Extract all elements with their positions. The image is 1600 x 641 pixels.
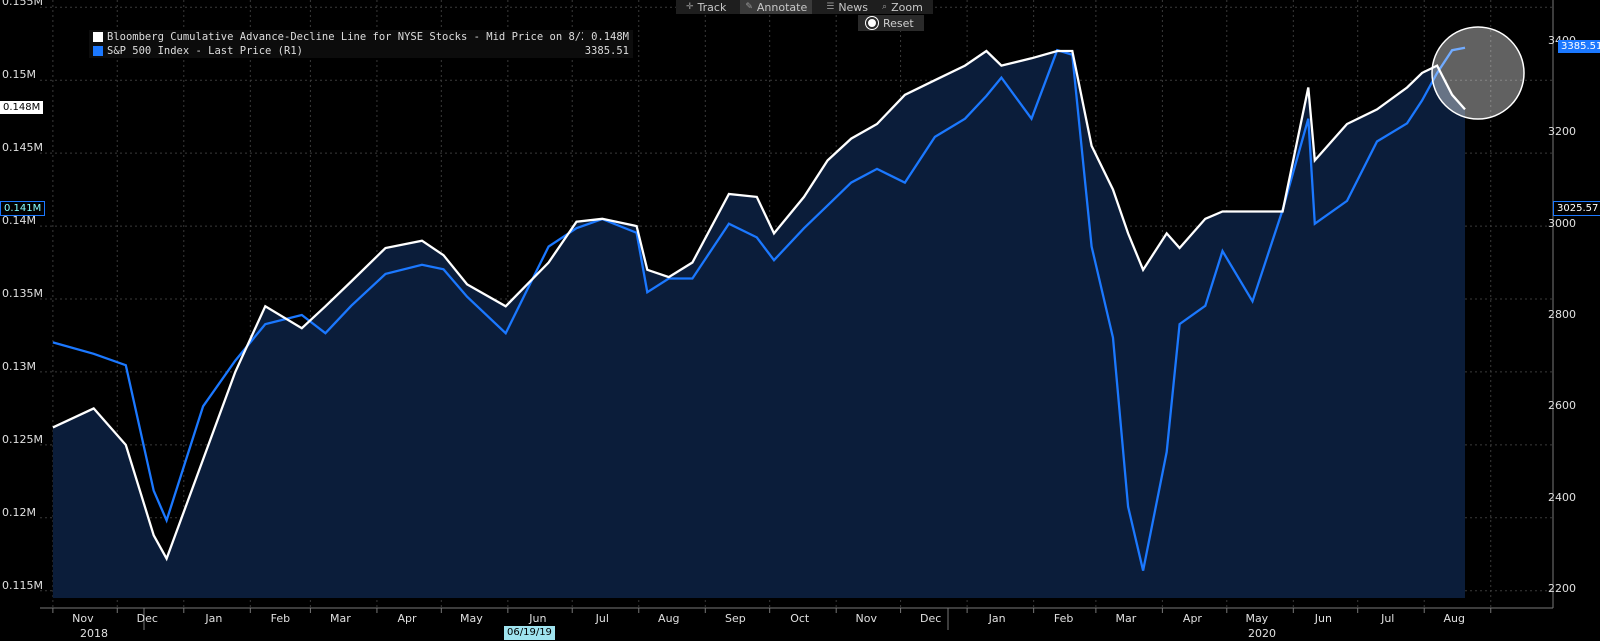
left-axis-tick-label: 0.115M — [2, 578, 43, 592]
left-axis-tick-label: 0.155M — [2, 0, 43, 9]
x-axis-month-label: May — [459, 612, 483, 625]
annotate-button[interactable]: ✎ Annotate — [740, 0, 813, 14]
reset-button[interactable]: Reset — [858, 15, 924, 31]
x-axis-ticks — [52, 608, 1492, 630]
x-axis-month-label: Jan — [205, 612, 223, 625]
track-button[interactable]: ✛ Track — [686, 0, 727, 14]
x-axis-month-label: Jun — [529, 612, 547, 625]
right-axis-tick-label: 2400 — [1548, 490, 1576, 504]
legend-entry-adline: Bloomberg Cumulative Advance-Decline Lin… — [89, 30, 633, 44]
left-current-value-tag: 0.148M — [0, 101, 44, 114]
left-crosshair-value-tag: 0.141M — [0, 201, 46, 216]
left-axis-tick-label: 0.14M — [2, 214, 36, 228]
x-axis-month-label: Oct — [790, 612, 810, 625]
left-axis-tick-label: 0.125M — [2, 432, 43, 446]
x-axis-month-label: Feb — [270, 612, 291, 625]
x-axis-month-label: Jan — [988, 612, 1006, 625]
news-button[interactable]: ☰ News — [826, 0, 869, 14]
x-axis-month-label: Mar — [1115, 612, 1137, 625]
legend-swatch-blue — [93, 46, 103, 56]
right-crosshair-value-tag: 3025.57 — [1553, 201, 1600, 216]
right-axis-tick-label: 2600 — [1548, 399, 1576, 413]
x-axis-month-label: Apr — [397, 612, 417, 625]
right-axis-tick-label: 3200 — [1548, 125, 1576, 139]
zoom-button[interactable]: ⌕ Zoom — [882, 0, 923, 14]
right-axis-tick-label: 2800 — [1548, 307, 1576, 321]
magnifier-icon: ⌕ — [882, 2, 888, 12]
radio-icon — [866, 17, 878, 29]
x-axis-month-label: Jul — [595, 612, 609, 625]
highlight-circle — [1431, 26, 1525, 120]
crosshair-icon: ✛ — [686, 2, 694, 12]
x-axis-month-label: Jul — [1381, 612, 1395, 625]
x-axis-month-label: Dec — [136, 612, 158, 625]
x-axis-year-label: 2020 — [1248, 627, 1276, 640]
left-axis-tick-label: 0.145M — [2, 141, 43, 155]
right-current-value-tag: 3385.51 — [1558, 40, 1600, 53]
x-axis-month-label: Apr — [1182, 612, 1202, 625]
left-axis-tick-label: 0.135M — [2, 287, 43, 300]
news-icon: ☰ — [826, 2, 835, 12]
advance-decline-line — [52, 49, 1466, 562]
legend-swatch-white — [93, 32, 103, 42]
pencil-icon: ✎ — [745, 2, 753, 12]
x-axis-month-label: Sep — [724, 612, 746, 625]
sp500-line — [52, 46, 1466, 571]
x-axis-month-label: Jun — [1314, 612, 1332, 625]
crosshair-date-tag: 06/19/19 — [504, 626, 555, 640]
x-axis-month-label: Dec — [919, 612, 942, 625]
chart-toolbar: ✛ Track ✎ Annotate ☰ News ⌕ Zoom — [676, 0, 933, 14]
x-axis-month-label: Mar — [330, 612, 351, 625]
x-axis-month-label: Nov — [72, 612, 94, 625]
x-axis-month-label: Aug — [1443, 612, 1466, 625]
right-axis-tick-label: 2200 — [1548, 581, 1576, 595]
x-axis-year-label: 2018 — [80, 627, 108, 640]
chart-legend: Bloomberg Cumulative Advance-Decline Lin… — [89, 30, 633, 58]
legend-entry-sp500: S&P 500 Index - Last Price (R1) 3385.51 — [89, 44, 633, 58]
x-axis-month-label: Aug — [658, 612, 680, 625]
left-axis-tick-label: 0.12M — [2, 505, 36, 519]
right-axis-tick-label: 3000 — [1548, 216, 1576, 230]
x-axis-month-label: May — [1245, 612, 1269, 625]
x-axis-month-label: Nov — [855, 612, 877, 625]
left-axis-tick-label: 0.13M — [2, 359, 36, 373]
left-axis-tick-label: 0.15M — [2, 68, 36, 82]
x-axis-month-label: Feb — [1053, 612, 1074, 625]
